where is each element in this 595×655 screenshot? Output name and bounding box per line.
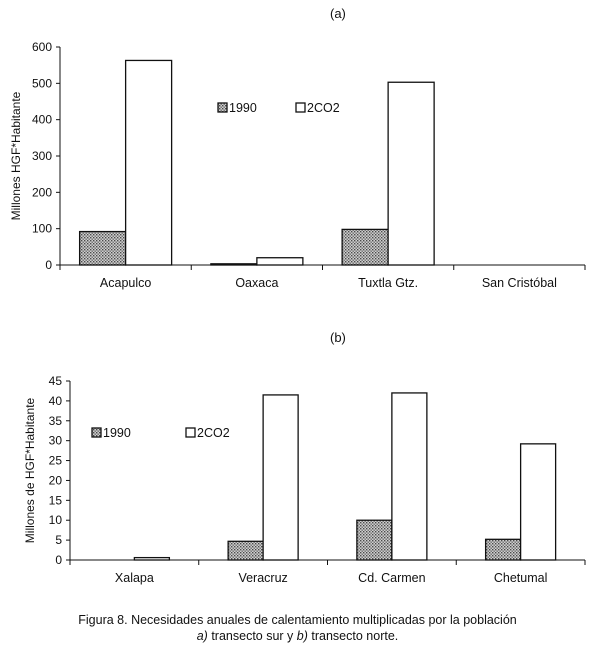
bar-2CO2-Acapulco	[124, 59, 173, 266]
y-tick-label: 0	[45, 258, 52, 272]
bar-1990-Veracruz	[227, 540, 264, 561]
bar-1990-Oaxaca	[210, 263, 258, 266]
y-tick-label: 5	[55, 533, 62, 547]
y-tick-label: 0	[55, 553, 62, 567]
y-tick-label: 10	[49, 513, 63, 527]
bar-2CO2-Cd. Carmen	[391, 392, 428, 561]
legend-label-2CO2: 2CO2	[307, 101, 340, 115]
y-tick-label: 15	[49, 493, 63, 507]
bar-1990-Cd. Carmen	[356, 519, 393, 561]
legend-swatch-2CO2	[185, 427, 196, 438]
panel-label-a: (a)	[330, 6, 346, 21]
y-axis-title: Millones de HGF*Habitante	[23, 397, 37, 543]
bar-2CO2-Chetumal	[519, 443, 557, 561]
y-tick-label: 500	[32, 76, 52, 90]
bar-2CO2-Oaxaca	[256, 257, 304, 266]
bar-2CO2-Tuxtla Gtz.	[387, 81, 435, 266]
y-tick-label: 300	[32, 149, 52, 163]
y-axis-title: Millones HGF*Habitante	[9, 91, 23, 220]
legend-swatch-1990	[217, 102, 228, 113]
legend-label-1990: 1990	[229, 101, 257, 115]
x-category-label: Oaxaca	[235, 276, 278, 290]
caption-line-2: a) transecto sur y b) transecto norte.	[0, 628, 595, 644]
chart-b: 0 5 10 15 20 25 30 35 40 45 Xalapa Veracruz Cd. Carm…	[23, 374, 586, 585]
bar-1990-Acapulco	[78, 230, 127, 266]
y-tick-label: 20	[49, 473, 63, 487]
caption-text-norte: transecto norte.	[307, 629, 399, 643]
y-tick-label: 45	[49, 374, 63, 388]
y-tick-label: 30	[49, 434, 63, 448]
legend-swatch-2CO2	[295, 102, 306, 113]
legend-swatch-1990	[91, 427, 102, 438]
legend-label-2CO2: 2CO2	[197, 426, 230, 440]
y-tick-label: 40	[49, 394, 63, 408]
x-category-label: Chetumal	[494, 571, 548, 585]
x-category-label: San Cristóbal	[482, 276, 557, 290]
y-tick-label: 200	[32, 185, 52, 199]
x-category-label: Veracruz	[238, 571, 287, 585]
x-category-label: Cd. Carmen	[358, 571, 425, 585]
x-category-label: Tuxtla Gtz.	[358, 276, 418, 290]
x-category-label: Acapulco	[100, 276, 151, 290]
caption-text-sur: transecto sur y	[207, 629, 297, 643]
caption-line-1: Figura 8. Necesidades anuales de calenta…	[78, 613, 517, 627]
bar-1990-Chetumal	[484, 538, 522, 561]
y-tick-label: 25	[49, 454, 63, 468]
panel-label-b: (b)	[330, 330, 346, 345]
legend-label-1990: 1990	[103, 426, 131, 440]
y-tick-label: 35	[49, 414, 63, 428]
caption-b-marker: b)	[296, 629, 308, 643]
chart-a: 0 100 200 300 400 500 600 Acapulco Oaxaca Tuxtla …	[9, 40, 586, 290]
y-tick-label: 600	[32, 40, 52, 54]
x-category-label: Xalapa	[115, 571, 154, 585]
figure-caption: Figura 8. Necesidades anuales de calenta…	[0, 612, 595, 644]
bar-2CO2-Veracruz	[262, 394, 299, 561]
y-tick-label: 400	[32, 113, 52, 127]
y-tick-label: 100	[32, 222, 52, 236]
caption-a-marker: a)	[196, 629, 208, 643]
bar-1990-Tuxtla Gtz.	[341, 228, 389, 266]
bar-2CO2-Xalapa	[133, 556, 171, 561]
